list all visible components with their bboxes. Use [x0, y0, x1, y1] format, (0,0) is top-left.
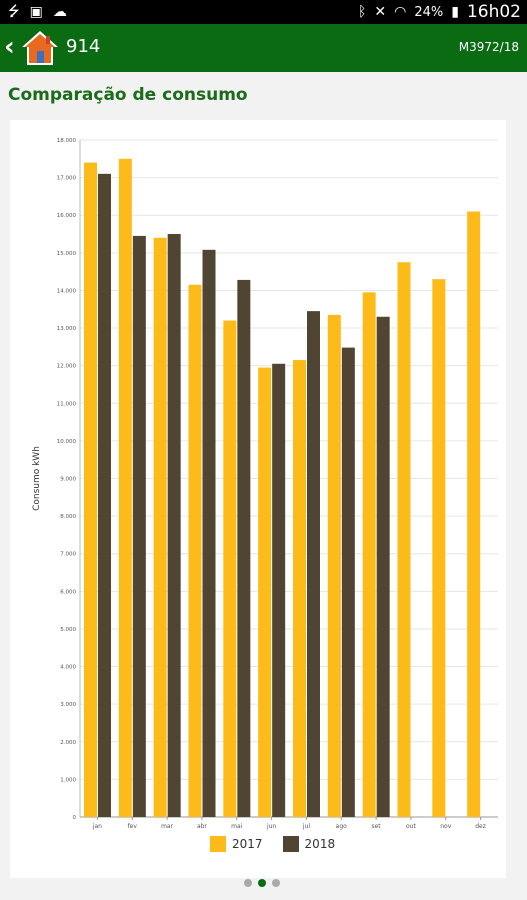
y-tick-label: 4.000	[60, 665, 76, 671]
consumption-chart: 0 1.000 2.000 3.000 4.000 5.000 6.000 7.000 8.00…	[32, 138, 498, 830]
x-tick-label: mar	[161, 823, 174, 830]
y-tick-label: 0	[73, 815, 77, 821]
image-icon: ▣	[29, 4, 43, 20]
bar-2017-nov	[432, 279, 446, 817]
wifi-icon: ◠	[394, 4, 407, 20]
home-icon[interactable]	[20, 28, 60, 68]
y-tick-label: 1.000	[60, 777, 76, 783]
chart-legend: 2017 2018	[210, 836, 335, 852]
bar-2017-jul	[293, 360, 306, 817]
bar-2018-mar	[167, 234, 181, 817]
contract-id: M3972/18	[458, 40, 519, 54]
y-tick-label: 15.000	[57, 251, 77, 257]
back-arrow-icon[interactable]: ‹	[4, 32, 15, 62]
app-bar: ‹ 914 M3972/18	[0, 24, 527, 72]
y-tick-label: 12.000	[57, 364, 77, 370]
bar-2017-dez	[467, 211, 481, 817]
app-title: 914	[66, 36, 101, 57]
y-axis-title: Consumo kWh	[32, 446, 42, 511]
legend-label-2017: 2017	[232, 837, 263, 851]
clock: 16h02	[466, 2, 521, 22]
y-tick-label: 14.000	[57, 288, 77, 294]
x-tick-label: abr	[197, 823, 207, 830]
bar-2018-jan	[98, 173, 111, 818]
page-title: Comparação de consumo	[8, 85, 248, 105]
y-tick-label: 18.000	[57, 138, 77, 144]
usb-icon: ⭍	[8, 4, 20, 20]
bar-2018-fev	[132, 235, 146, 817]
bar-2017-ago	[327, 314, 341, 817]
battery-icon: ▮	[451, 4, 459, 20]
legend-label-2018: 2018	[304, 837, 336, 851]
x-tick-label: jun	[266, 823, 276, 830]
bar-2017-abr	[188, 284, 202, 817]
y-tick-label: 13.000	[57, 326, 77, 332]
legend-swatch-2017	[210, 836, 226, 852]
bar-2017-mai	[223, 320, 237, 817]
x-tick-label: dez	[475, 823, 486, 830]
y-tick-label: 16.000	[57, 213, 77, 219]
y-tick-label: 3.000	[60, 702, 76, 708]
y-tick-label: 9.000	[60, 477, 76, 483]
bar-2018-mai	[237, 279, 251, 817]
y-tick-label: 11.000	[57, 401, 77, 407]
y-tick-label: 17.000	[57, 176, 77, 182]
status-bar: ⭍ ▣ ☁ ᛒ ✕ ◠ 24% ▮ 16h02	[0, 0, 527, 24]
cloud-icon: ☁	[52, 4, 67, 20]
bar-2018-ago	[341, 347, 355, 817]
bar-2018-jun	[272, 363, 286, 817]
x-tick-label: jul	[302, 823, 310, 830]
y-tick-label: 2.000	[60, 740, 76, 746]
legend-item-2018: 2018	[282, 836, 336, 852]
x-tick-label: ago	[336, 823, 347, 830]
y-tick-label: 5.000	[60, 627, 76, 633]
legend-swatch-2018	[282, 836, 299, 852]
x-tick-label: out	[406, 823, 416, 830]
battery-percent: 24%	[414, 4, 444, 20]
x-tick-label: mai	[231, 823, 243, 830]
bar-2017-jun	[258, 367, 272, 817]
x-tick-label: set	[371, 823, 381, 830]
bar-2018-jul	[307, 311, 320, 817]
y-tick-label: 7.000	[60, 552, 76, 558]
bar-2017-mar	[153, 237, 167, 817]
x-tick-label: jan	[92, 823, 102, 830]
page-dot-1[interactable]	[244, 879, 252, 887]
bar-2018-abr	[202, 249, 216, 817]
mute-icon: ✕	[374, 4, 387, 20]
y-tick-label: 6.000	[60, 589, 76, 595]
bar-2018-set	[376, 316, 390, 817]
y-tick-label: 8.000	[60, 514, 76, 520]
x-tick-label: fev	[128, 823, 138, 830]
bar-2017-set	[362, 292, 376, 817]
y-tick-label: 10.000	[57, 439, 77, 445]
page-dot-2[interactable]	[258, 879, 266, 887]
bar-2017-fev	[118, 158, 132, 818]
chart-card: 0 1.000 2.000 3.000 4.000 5.000 6.000 7.000 8.00…	[10, 120, 506, 878]
legend-item-2017: 2017	[210, 836, 263, 852]
page-indicator	[244, 879, 280, 887]
x-tick-label: nov	[440, 823, 451, 830]
page-dot-3[interactable]	[272, 879, 280, 887]
bar-2017-jan	[84, 162, 97, 818]
bar-2017-out	[397, 262, 411, 818]
bluetooth-icon: ᛒ	[357, 4, 367, 20]
